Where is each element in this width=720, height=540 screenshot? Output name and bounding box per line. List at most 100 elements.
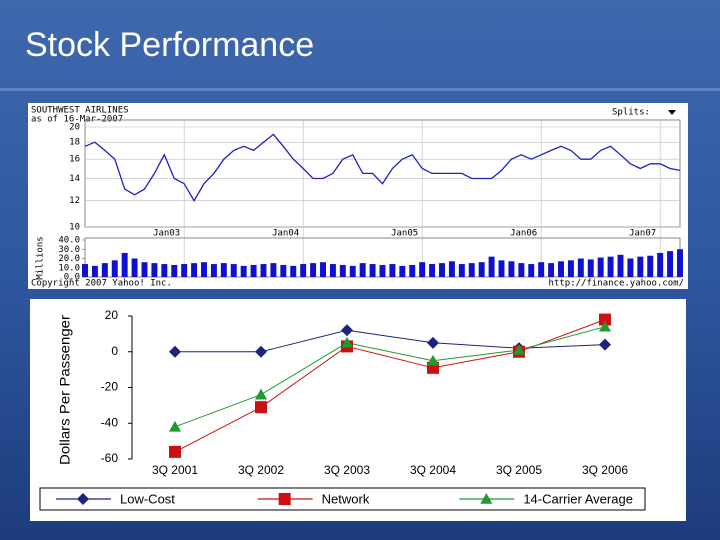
point <box>255 401 267 414</box>
volume-bar <box>369 264 376 277</box>
volume-bar <box>359 263 366 277</box>
legend-marker <box>480 493 493 504</box>
volume-bar <box>508 261 515 277</box>
point <box>169 345 181 358</box>
volume-tick-label: 10.0 <box>58 263 80 273</box>
volume-bar <box>657 252 664 277</box>
x-tick-label: 3Q 2003 <box>324 463 370 477</box>
volume-bar <box>577 258 584 277</box>
point <box>169 445 181 458</box>
volume-bar <box>91 265 98 277</box>
point <box>599 338 611 351</box>
y-tick-label: 20 <box>69 123 80 133</box>
volume-tick-label: 20.0 <box>58 254 80 264</box>
volume-bar <box>567 260 574 277</box>
x-tick-label: 3Q 2005 <box>496 463 542 477</box>
volume-bar <box>230 264 237 277</box>
y-tick-label: -60 <box>101 451 119 465</box>
y-tick-label: 18 <box>69 138 80 148</box>
y-axis-label: Dollars Per Passenger <box>57 315 73 465</box>
volume-bar <box>181 264 188 277</box>
volume-bar <box>250 264 257 277</box>
volume-tick-label: 40.0 <box>58 236 80 246</box>
volume-label: Millions <box>36 236 46 279</box>
volume-bar <box>320 262 326 277</box>
volume-bar <box>280 264 287 277</box>
point <box>513 343 525 355</box>
volume-bar <box>677 249 683 277</box>
volume-bar <box>528 264 535 277</box>
volume-bar <box>419 262 426 277</box>
volume-bar <box>478 262 485 277</box>
series-line <box>175 329 606 353</box>
volume-bar <box>329 264 336 277</box>
volume-tick-label: 0.0 <box>64 273 80 283</box>
volume-bar <box>587 259 594 277</box>
y-tick-label: 0 <box>111 344 118 358</box>
series-line <box>174 326 606 428</box>
volume-bar <box>627 258 634 277</box>
y-tick-label: -40 <box>101 415 119 429</box>
volume-bar <box>468 263 475 277</box>
slide-title: Stock Performance <box>25 26 314 64</box>
y-tick-label: 12 <box>69 196 80 206</box>
legend-label: Network <box>322 491 370 506</box>
volume-bar <box>488 256 495 277</box>
volume-bar <box>240 265 247 277</box>
volume-bar <box>498 260 505 277</box>
splits-arrow <box>668 110 676 115</box>
point <box>599 313 611 326</box>
y-tick-label: -20 <box>101 380 119 394</box>
chart-subtitle: as of 16-Mar-2007 <box>31 115 123 125</box>
legend-label: 14-Carrier Average <box>523 491 633 506</box>
volume-bar <box>409 264 416 277</box>
volume-tick-label: 30.0 <box>58 245 80 255</box>
annotation: http://finance.yahoo.com/ <box>549 279 684 289</box>
volume-bar <box>389 264 396 277</box>
y-tick-label: 14 <box>69 174 80 184</box>
legend-label: Low-Cost <box>120 491 175 506</box>
legend-marker <box>278 493 291 505</box>
legend-box <box>39 487 646 511</box>
volume-bar <box>597 257 604 277</box>
point <box>599 320 611 332</box>
x-tick-label: Jan05 <box>391 229 418 239</box>
volume-bar <box>637 256 644 277</box>
volume-bar <box>161 264 168 277</box>
volume-bar <box>101 263 108 277</box>
point <box>255 345 267 358</box>
point <box>255 388 267 400</box>
volume-bar <box>429 264 436 277</box>
point <box>427 354 439 366</box>
volume-bar <box>558 261 564 277</box>
x-tick-label: Jan07 <box>629 229 656 239</box>
y-tick-label: 20 <box>105 308 119 322</box>
point <box>427 336 439 349</box>
volume-bar <box>647 255 654 277</box>
x-tick-label: 3Q 2002 <box>238 463 284 477</box>
volume-bar <box>210 264 217 277</box>
point <box>341 324 353 337</box>
volume-bar <box>349 265 356 277</box>
line-panel <box>30 299 686 521</box>
volume-bar <box>260 264 267 277</box>
volume-bar <box>151 263 158 277</box>
volume-bar <box>270 263 277 277</box>
volume-bar <box>538 262 545 277</box>
volume-bar <box>310 263 317 277</box>
chart-title: SOUTHWEST AIRLINES <box>31 106 129 116</box>
annotation: Copyright 2007 Yahoo! Inc. <box>31 279 172 289</box>
volume-bar <box>548 263 555 277</box>
volume-bar <box>617 254 624 277</box>
volume-bar <box>141 262 148 277</box>
point <box>169 420 181 432</box>
volume-bar <box>220 263 227 277</box>
price-line <box>84 133 681 202</box>
volume-bar <box>171 264 178 277</box>
annotation: Splits: <box>612 108 650 118</box>
stock-panel <box>28 103 688 289</box>
volume-bar <box>300 264 307 277</box>
legend-marker <box>77 493 89 505</box>
volume-bar <box>667 251 674 277</box>
